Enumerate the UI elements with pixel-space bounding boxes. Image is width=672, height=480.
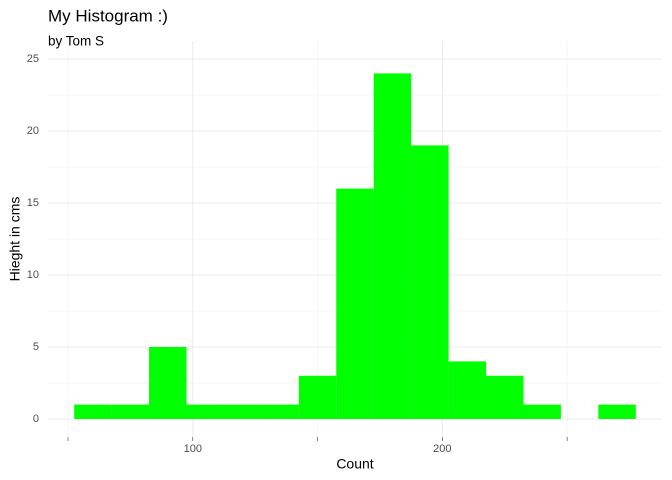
x-tick-label: 200 <box>433 443 451 455</box>
bar <box>74 404 112 419</box>
y-tick-label: 5 <box>33 341 39 353</box>
bar <box>336 188 374 419</box>
bar <box>298 375 337 419</box>
bar <box>523 404 561 419</box>
x-tick-label: 100 <box>184 443 202 455</box>
bar <box>111 404 150 419</box>
y-tick-label: 15 <box>27 197 39 209</box>
chart-subtitle: by Tom S <box>48 34 104 49</box>
bar <box>186 404 224 419</box>
bar <box>373 73 412 420</box>
y-tick-label: 10 <box>27 269 39 281</box>
y-tick-label: 0 <box>33 413 39 425</box>
bar <box>486 375 524 419</box>
x-axis-label: Count <box>336 456 373 472</box>
y-tick-label: 20 <box>27 125 39 137</box>
bar <box>149 347 187 419</box>
y-axis-label: Hieght in cms <box>7 197 23 282</box>
bar <box>261 404 299 419</box>
bar <box>223 404 262 419</box>
bar <box>411 145 449 419</box>
bar <box>448 361 487 419</box>
chart-title: My Histogram :) <box>48 6 168 25</box>
bar <box>598 404 636 419</box>
y-tick-label: 25 <box>27 53 39 65</box>
